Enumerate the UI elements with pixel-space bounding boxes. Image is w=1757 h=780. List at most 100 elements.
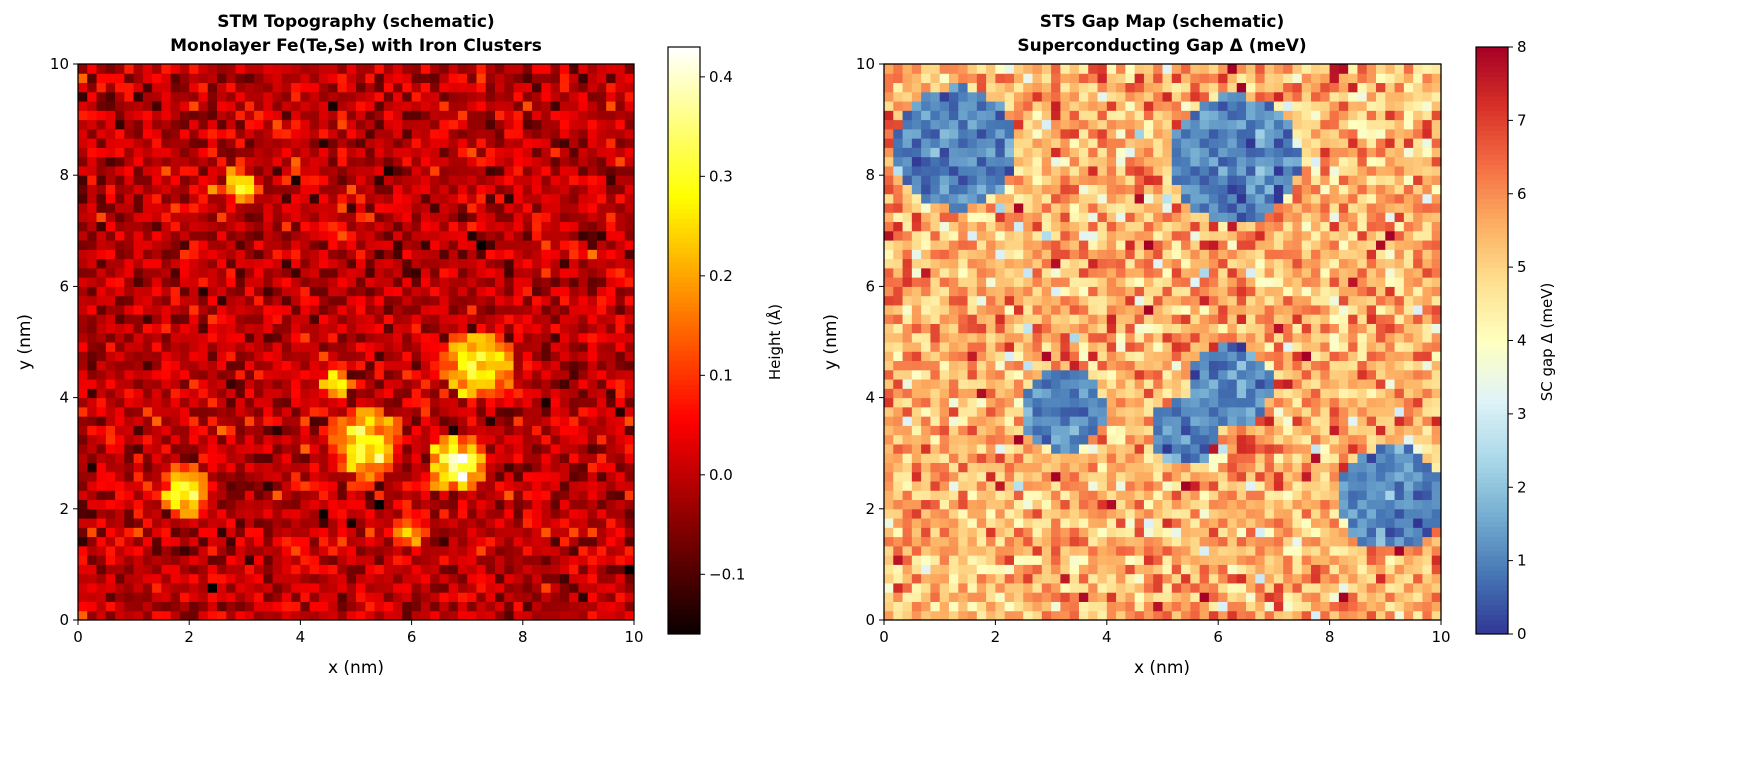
- heatmap-cell: [180, 73, 190, 83]
- heatmap-cell: [356, 351, 366, 361]
- heatmap-cell: [1357, 537, 1367, 547]
- heatmap-cell: [606, 490, 616, 500]
- heatmap-cell: [495, 462, 505, 472]
- heatmap-cell: [1422, 509, 1432, 519]
- heatmap-cell: [430, 240, 440, 250]
- heatmap-cell: [300, 444, 310, 454]
- heatmap-cell: [254, 416, 264, 426]
- heatmap-cell: [560, 518, 570, 528]
- heatmap-cell: [1432, 546, 1442, 556]
- heatmap-cell: [1395, 601, 1405, 611]
- heatmap-cell: [430, 184, 440, 194]
- heatmap-cell: [263, 527, 273, 537]
- heatmap-cell: [467, 101, 477, 111]
- heatmap-cell: [273, 453, 283, 463]
- heatmap-cell: [282, 129, 292, 139]
- heatmap-cell: [384, 175, 394, 185]
- heatmap-cell: [1042, 481, 1052, 491]
- heatmap-cell: [476, 500, 486, 510]
- heatmap-cell: [606, 277, 616, 287]
- heatmap-cell: [912, 611, 922, 621]
- heatmap-cell: [903, 537, 913, 547]
- heatmap-cell: [606, 500, 616, 510]
- heatmap-cell: [495, 212, 505, 222]
- colorbar-segment: [668, 507, 700, 512]
- heatmap-cell: [597, 490, 607, 500]
- heatmap-cell: [1274, 500, 1284, 510]
- heatmap-cell: [439, 574, 449, 584]
- heatmap-cell: [551, 407, 561, 417]
- heatmap-cell: [1051, 546, 1061, 556]
- heatmap-cell: [458, 203, 468, 213]
- heatmap-cell: [300, 388, 310, 398]
- heatmap-cell: [245, 286, 255, 296]
- heatmap-cell: [560, 314, 570, 324]
- heatmap-cell: [495, 370, 505, 380]
- heatmap-cell: [1014, 574, 1024, 584]
- heatmap-cell: [541, 73, 551, 83]
- heatmap-cell: [467, 305, 477, 315]
- colorbar-segment: [668, 101, 700, 106]
- heatmap-cell: [143, 370, 153, 380]
- heatmap-cell: [430, 175, 440, 185]
- heatmap-cell: [1088, 435, 1098, 445]
- heatmap-cell: [1283, 592, 1293, 602]
- heatmap-cell: [236, 138, 246, 148]
- heatmap-cell: [236, 83, 246, 93]
- heatmap-cell: [337, 305, 347, 315]
- heatmap-cell: [486, 592, 496, 602]
- heatmap-cell: [143, 490, 153, 500]
- heatmap-cell: [365, 564, 375, 574]
- heatmap-cell: [1311, 546, 1321, 556]
- heatmap-cell: [328, 462, 338, 472]
- x-tick-label: 4: [296, 628, 306, 646]
- heatmap-cell: [1190, 527, 1200, 537]
- heatmap-cell: [208, 73, 218, 83]
- heatmap-cell: [245, 481, 255, 491]
- heatmap-cell: [578, 73, 588, 83]
- heatmap-cell: [356, 323, 366, 333]
- heatmap-cell: [1283, 490, 1293, 500]
- heatmap-cell: [319, 407, 329, 417]
- colorbar-segment: [668, 62, 700, 67]
- heatmap-cell: [124, 166, 134, 176]
- heatmap-cell: [263, 194, 273, 204]
- heatmap-cell: [893, 500, 903, 510]
- heatmap-cell: [347, 212, 357, 222]
- heatmap-cell: [495, 333, 505, 343]
- heatmap-cell: [254, 184, 264, 194]
- heatmap-cell: [347, 398, 357, 408]
- heatmap-cell: [625, 601, 635, 611]
- heatmap-cell: [1357, 435, 1367, 445]
- heatmap-cell: [1227, 546, 1237, 556]
- heatmap-cell: [569, 212, 579, 222]
- heatmap-cell: [282, 212, 292, 222]
- heatmap-cell: [171, 101, 181, 111]
- heatmap-cell: [439, 296, 449, 306]
- heatmap-cell: [1190, 435, 1200, 445]
- heatmap-cell: [152, 435, 162, 445]
- heatmap-cell: [180, 147, 190, 157]
- colorbar-segment: [668, 492, 700, 497]
- heatmap-cell: [87, 342, 97, 352]
- heatmap-cell: [1144, 574, 1154, 584]
- heatmap-cell: [78, 388, 88, 398]
- heatmap-cell: [97, 268, 107, 278]
- heatmap-cell: [189, 203, 199, 213]
- heatmap-cell: [606, 407, 616, 417]
- heatmap-cell: [1330, 564, 1340, 574]
- heatmap-cell: [152, 601, 162, 611]
- heatmap-cell: [134, 351, 144, 361]
- heatmap-cell: [97, 490, 107, 500]
- heatmap-cell: [402, 222, 412, 232]
- heatmap-cell: [615, 194, 625, 204]
- heatmap-cell: [486, 222, 496, 232]
- heatmap-cell: [1237, 537, 1247, 547]
- heatmap-cell: [523, 305, 533, 315]
- heatmap-cell: [97, 129, 107, 139]
- heatmap-cell: [365, 490, 375, 500]
- heatmap-cell: [1255, 453, 1265, 463]
- colorbar-segment: [668, 106, 700, 111]
- heatmap-cell: [87, 601, 97, 611]
- heatmap-cell: [476, 509, 486, 519]
